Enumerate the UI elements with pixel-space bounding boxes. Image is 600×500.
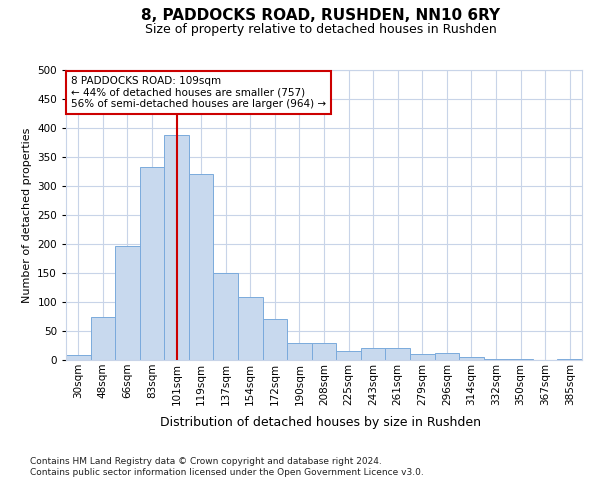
- Text: Size of property relative to detached houses in Rushden: Size of property relative to detached ho…: [145, 22, 497, 36]
- Bar: [484, 359, 508, 360]
- Bar: [189, 174, 214, 360]
- Bar: [434, 353, 459, 360]
- Bar: [238, 298, 263, 360]
- Text: 8, PADDOCKS ROAD, RUSHDEN, NN10 6RY: 8, PADDOCKS ROAD, RUSHDEN, NN10 6RY: [142, 8, 500, 22]
- Bar: [336, 352, 361, 360]
- Bar: [385, 348, 410, 360]
- Bar: [140, 167, 164, 360]
- Bar: [115, 246, 140, 360]
- Text: 8 PADDOCKS ROAD: 109sqm
← 44% of detached houses are smaller (757)
56% of semi-d: 8 PADDOCKS ROAD: 109sqm ← 44% of detache…: [71, 76, 326, 109]
- Y-axis label: Number of detached properties: Number of detached properties: [22, 128, 32, 302]
- Bar: [91, 316, 115, 360]
- Bar: [312, 342, 336, 360]
- Bar: [164, 135, 189, 360]
- Text: Distribution of detached houses by size in Rushden: Distribution of detached houses by size …: [161, 416, 482, 429]
- Bar: [214, 273, 238, 360]
- Text: Contains HM Land Registry data © Crown copyright and database right 2024.
Contai: Contains HM Land Registry data © Crown c…: [30, 458, 424, 477]
- Bar: [66, 356, 91, 360]
- Bar: [263, 320, 287, 360]
- Bar: [459, 356, 484, 360]
- Bar: [287, 342, 312, 360]
- Bar: [361, 348, 385, 360]
- Bar: [410, 354, 434, 360]
